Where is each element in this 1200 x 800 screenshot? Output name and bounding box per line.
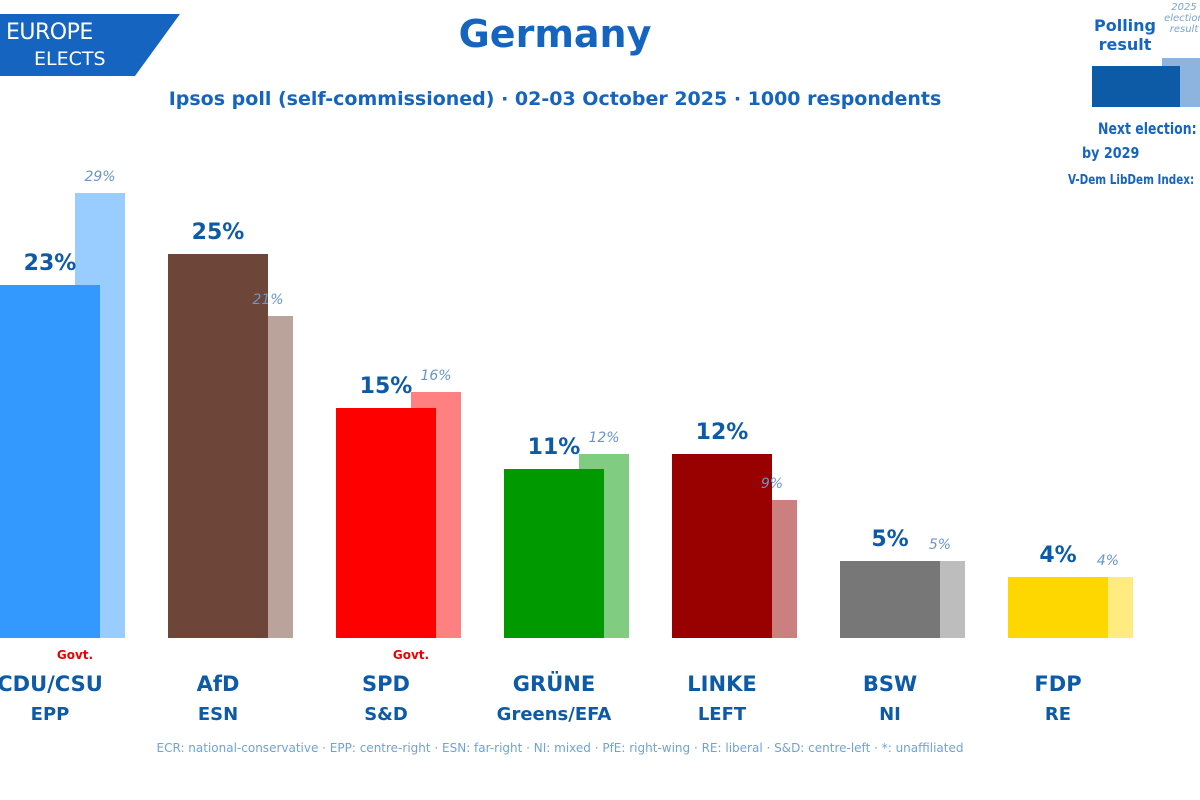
party-group: RE	[1044, 704, 1072, 725]
party-name: GRÜNE	[512, 672, 596, 696]
party-group: Greens/EFA	[496, 704, 612, 725]
poll-result-bar	[0, 284, 100, 638]
poll-value-label: 12%	[695, 419, 749, 445]
chart-title: Germany	[458, 12, 652, 56]
party-name: BSW	[862, 672, 918, 696]
prev-value-label: 4%	[1096, 552, 1120, 569]
poll-value-label: 25%	[191, 220, 245, 246]
party-group: NI	[879, 704, 901, 725]
poll-result-bar	[840, 561, 940, 638]
party-group: LEFT	[697, 704, 747, 725]
party-name: FDP	[1034, 672, 1082, 696]
poll-result-bar	[168, 254, 268, 638]
poll-result-bar	[1008, 576, 1108, 638]
poll-result-bar	[336, 407, 436, 638]
prev-value-label: 9%	[760, 475, 784, 492]
poll-result-bar	[504, 469, 604, 638]
party-group: S&D	[364, 704, 408, 725]
poll-result-bar	[672, 453, 772, 638]
prev-value-label: 16%	[420, 368, 452, 385]
vdem-label: V-Dem LibDem Index:	[1068, 173, 1195, 188]
chart-subtitle: Ipsos poll (self-commissioned) · 02-03 O…	[168, 88, 942, 110]
party-group: EPP	[30, 704, 70, 725]
legend-poll-swatch	[1092, 66, 1180, 107]
party-name: AfD	[196, 672, 240, 696]
legend-prev-label: 2025 election result	[1164, 2, 1200, 35]
next-election-label: Next election:	[1098, 119, 1197, 138]
prev-value-label: 21%	[252, 291, 284, 308]
party-name: LINKE	[687, 672, 757, 696]
logo-line2: ELECTS	[34, 48, 106, 70]
poll-value-label: 23%	[23, 250, 77, 276]
govt-marker: Govt.	[56, 648, 94, 662]
europe-elects-logo: EUROPE ELECTS	[0, 14, 180, 76]
party-name: SPD	[362, 672, 410, 696]
party-name: CDU/CSU	[0, 672, 103, 696]
footer-legend: ECR: national-conservative · EPP: centre…	[156, 741, 964, 755]
poll-value-label: 5%	[871, 527, 909, 553]
party-group: ESN	[197, 704, 239, 725]
next-election-value: by 2029	[1082, 144, 1140, 162]
prev-value-label: 5%	[928, 537, 952, 554]
govt-marker: Govt.	[392, 648, 430, 662]
poll-value-label: 15%	[359, 373, 413, 399]
logo-line1: EUROPE	[6, 20, 93, 45]
prev-value-label: 12%	[588, 429, 620, 446]
poll-value-label: 4%	[1039, 542, 1077, 568]
prev-value-label: 29%	[84, 168, 116, 185]
poll-value-label: 11%	[527, 435, 581, 461]
legend-poll-label: Polling result	[1093, 16, 1156, 54]
